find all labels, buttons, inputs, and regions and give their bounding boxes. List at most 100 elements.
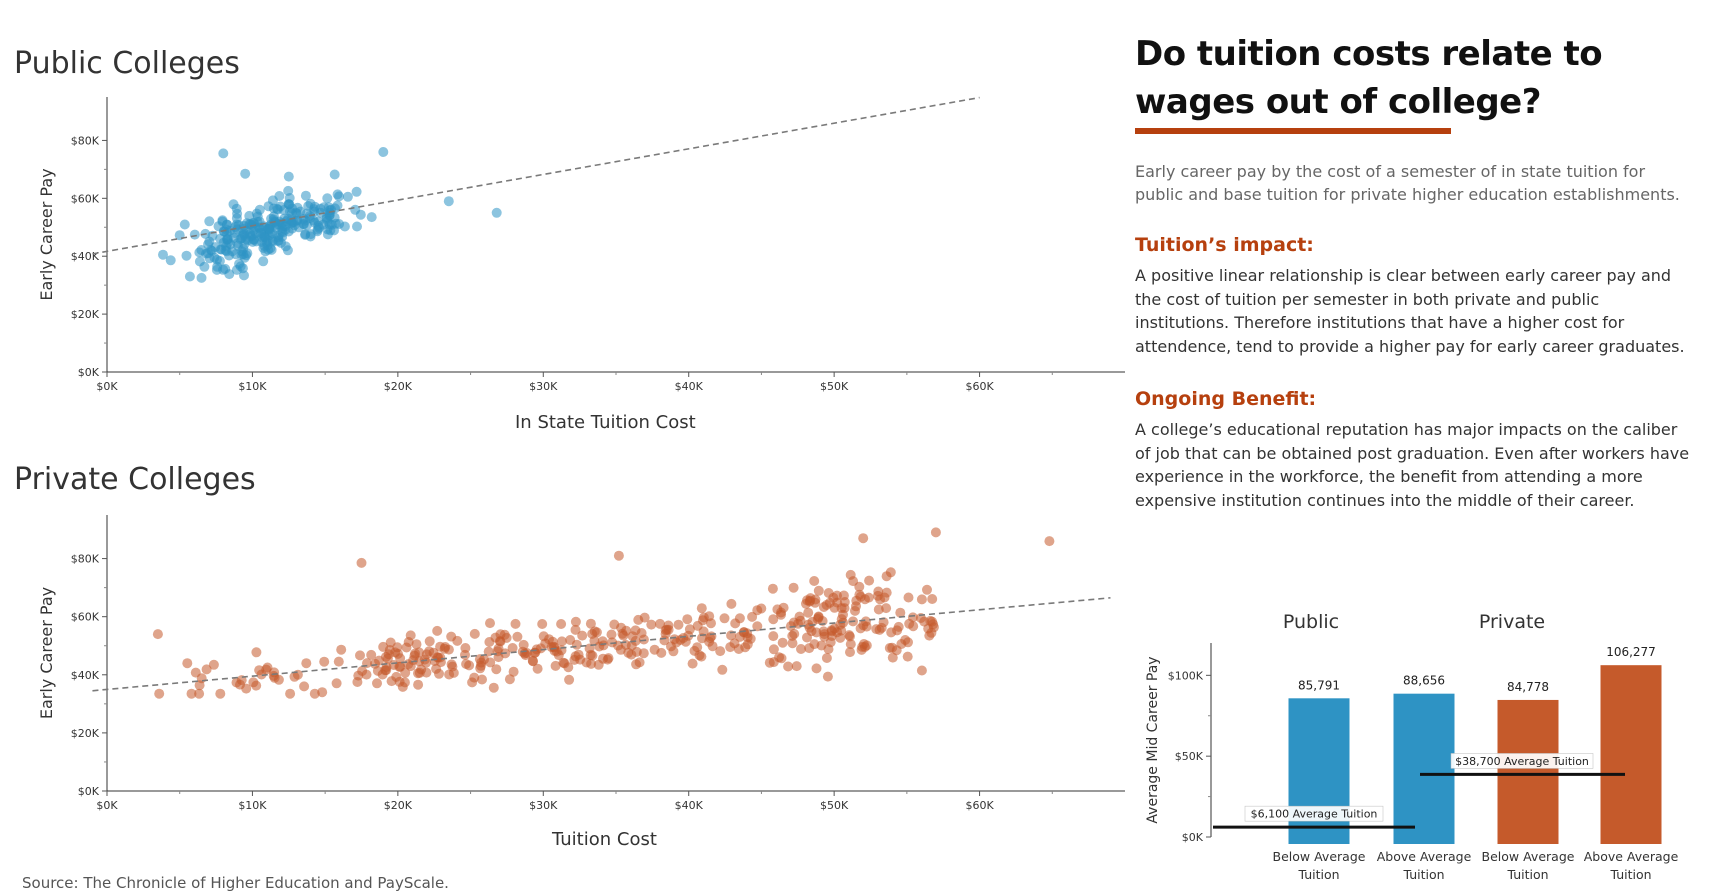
main-title: Do tuition costs relate to wages out of …: [1135, 34, 1603, 122]
scatter-point: [315, 203, 326, 214]
scatter-point: [313, 216, 324, 227]
bar: [1288, 698, 1350, 844]
bar-y-tick-label: $100K: [1168, 669, 1204, 682]
scatter-point: [251, 208, 262, 219]
scatter-point: [649, 644, 660, 655]
scatter-point: [239, 270, 249, 281]
title-underline: [1135, 128, 1451, 134]
bar: [1497, 699, 1559, 844]
scatter-point: [305, 198, 316, 209]
scatter-point: [289, 671, 300, 682]
scatter-point: [788, 582, 799, 593]
scatter-point: [194, 256, 205, 267]
scatter-point: [485, 618, 495, 629]
scatter-point: [768, 657, 779, 668]
y-tick-label: $20K: [71, 308, 100, 321]
scatter-point: [268, 203, 279, 214]
scatter-point: [787, 638, 798, 649]
scatter-point: [783, 661, 794, 672]
scatter-point: [547, 636, 558, 647]
y-axis-title: Early Career Pay: [37, 587, 56, 719]
scatter-point: [607, 637, 618, 648]
scatter-point: [309, 688, 320, 699]
scatter-point: [240, 168, 251, 179]
scatter-point: [284, 199, 295, 210]
scatter-point: [432, 625, 443, 636]
scatter-point: [581, 657, 592, 668]
scatter-point: [556, 619, 567, 629]
scatter-point: [194, 247, 205, 258]
scatter-point: [550, 660, 561, 671]
scatter-point: [452, 635, 463, 646]
scatter-point: [182, 658, 193, 669]
scatter-point: [715, 646, 726, 657]
scatter-point: [902, 651, 913, 662]
scatter-point: [767, 583, 778, 594]
scatter-point: [823, 644, 834, 655]
scatter-point: [875, 594, 886, 605]
scatter-point: [884, 643, 895, 653]
scatter-point: [507, 643, 518, 653]
scatter-point: [152, 629, 163, 640]
scatter-point: [301, 658, 312, 669]
scatter-point: [811, 627, 822, 638]
scatter-point: [474, 654, 485, 665]
y-tick-label: $80K: [71, 553, 100, 566]
scatter-point: [488, 682, 499, 693]
scatter-point: [692, 642, 703, 653]
scatter-point: [747, 611, 758, 622]
scatter-point: [768, 614, 779, 625]
scatter-point: [930, 527, 941, 538]
bar-category-label: Above Average: [1377, 849, 1472, 864]
scatter-point: [791, 661, 802, 672]
scatter-point: [312, 226, 323, 237]
scatter-point: [916, 665, 927, 676]
reference-label: $6,100 Average Tuition: [1251, 808, 1378, 821]
scatter-point: [584, 643, 595, 654]
scatter-point: [267, 195, 278, 206]
scatter-point: [845, 647, 855, 658]
scatter-point: [663, 620, 674, 631]
scatter-point: [329, 225, 339, 236]
scatter-point: [908, 621, 919, 632]
scatter-point: [491, 207, 502, 218]
scatter-point: [809, 639, 820, 650]
scatter-point: [577, 630, 588, 641]
scatter-point: [627, 631, 638, 642]
y-tick-label: $60K: [71, 611, 100, 624]
scatter-point: [796, 644, 806, 654]
scatter-point: [707, 641, 718, 652]
scatter-point: [366, 212, 377, 223]
scatter-point: [803, 607, 814, 618]
bar-category-label: Tuition: [1402, 867, 1444, 882]
y-axis-title: Early Career Pay: [37, 168, 56, 300]
scatter-point: [218, 148, 229, 159]
scatter-point: [232, 208, 243, 219]
group-label-private: Private: [1479, 611, 1545, 633]
scatter-point: [673, 619, 684, 630]
scatter-point: [893, 621, 904, 632]
y-tick-label: $0K: [78, 785, 100, 798]
scatter-point: [903, 592, 914, 603]
scatter-point: [211, 264, 222, 275]
impact-body: A positive linear relationship is clear …: [1135, 266, 1685, 356]
scatter-point: [432, 652, 443, 663]
scatter-point: [165, 255, 176, 266]
scatter-point: [300, 190, 311, 201]
scatter-point: [1044, 536, 1055, 547]
scatter-point: [537, 619, 548, 629]
scatter-point: [616, 622, 627, 633]
scatter-point: [855, 591, 866, 602]
bar-value-label: 85,791: [1298, 678, 1340, 692]
benefit-heading: Ongoing Benefit:: [1135, 388, 1317, 410]
bar-y-tick-label: $0K: [1182, 831, 1204, 844]
scatter-point: [372, 678, 382, 689]
scatter-point: [336, 644, 347, 655]
bar-category-label: Below Average: [1482, 849, 1575, 864]
scatter-point: [215, 233, 226, 244]
scatter-point: [826, 625, 837, 636]
benefit-body: A college’s educational reputation has m…: [1135, 420, 1690, 510]
y-tick-label: $60K: [71, 192, 100, 205]
scatter-point: [329, 169, 340, 180]
scatter-point: [848, 576, 859, 587]
